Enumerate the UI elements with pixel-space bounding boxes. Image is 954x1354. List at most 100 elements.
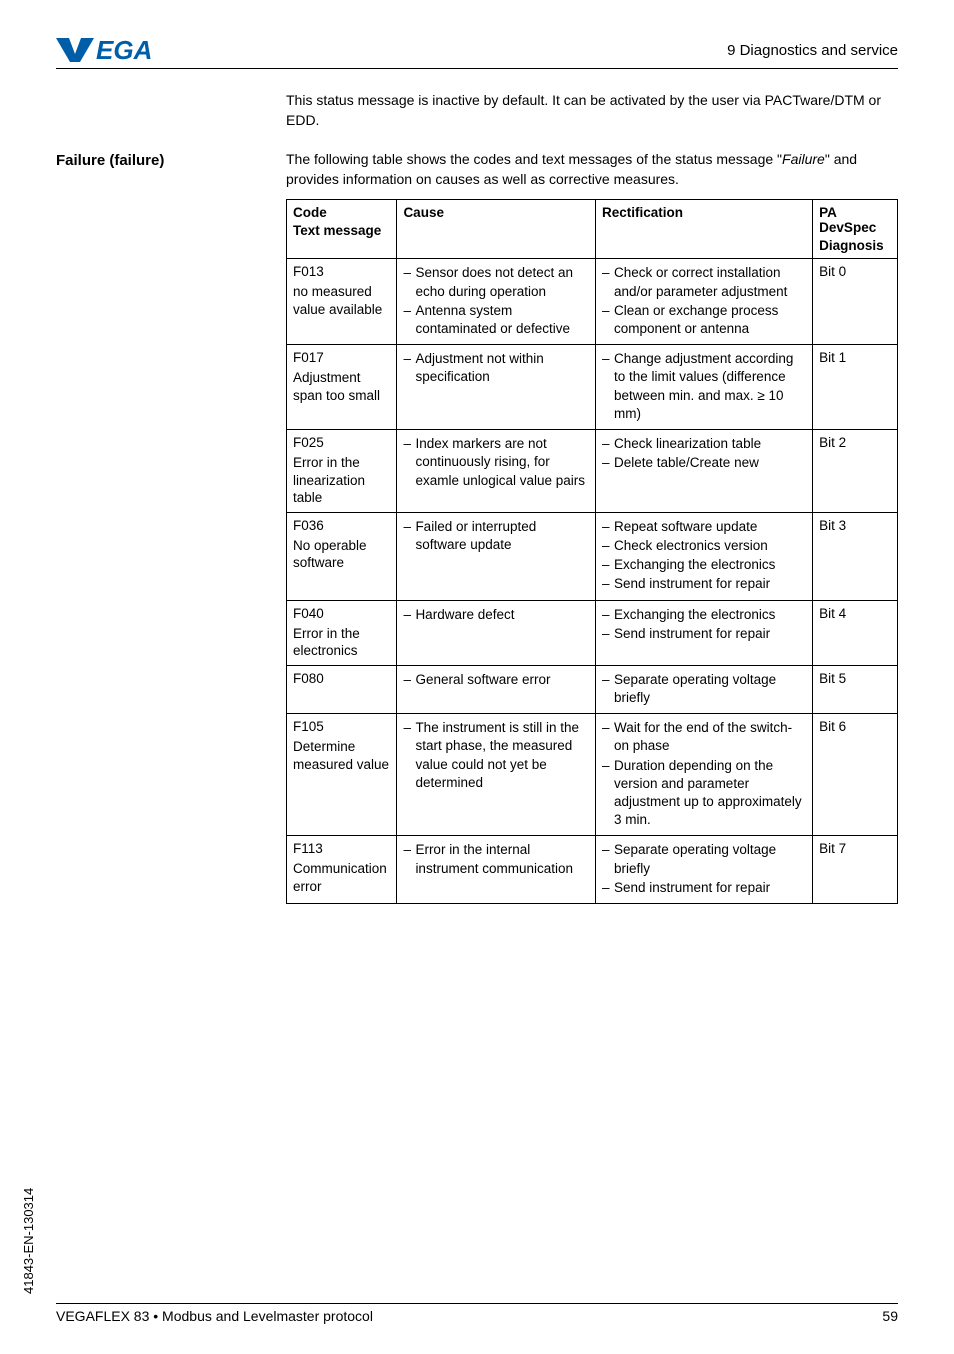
failure-text-em: Failure (782, 151, 825, 167)
table-header-row: Code Text message Cause Rectification PA… (287, 200, 898, 259)
list-item: Exchanging the electronics (602, 606, 806, 624)
table-row: F080 General software error Separate opera… (287, 665, 898, 713)
code-subtext: no measured value available (293, 283, 390, 318)
intro-paragraph: This status message is inactive by defau… (286, 91, 898, 130)
th-code-a: Code (293, 205, 327, 220)
cell-cause: Hardware defect (397, 600, 596, 665)
table-row: F025 Error in the linearization tableInde… (287, 430, 898, 513)
page-header: EGA 9 Diagnostics and service (56, 36, 898, 69)
list-item: Sensor does not detect an echo during op… (403, 264, 589, 300)
cell-cause: General software error (397, 665, 596, 713)
cell-rectification: Separate operating voltage briefly (596, 665, 813, 713)
list-item: Send instrument for repair (602, 879, 806, 897)
list-item: Wait for the end of the switch-on phase (602, 719, 806, 755)
list-item: Check electronics version (602, 537, 806, 555)
failure-paragraph: The following table shows the codes and … (286, 150, 898, 189)
list-item: Exchanging the electronics (602, 556, 806, 574)
failure-codes-table: Code Text message Cause Rectification PA… (286, 199, 898, 904)
list-item: Index markers are not continuously risin… (403, 435, 589, 490)
list-item: Change adjustment according to the limit… (602, 350, 806, 423)
cell-pa: Bit 5 (813, 665, 898, 713)
cell-pa: Bit 1 (813, 345, 898, 430)
list-item: Clean or exchange process component or a… (602, 302, 806, 338)
failure-heading: Failure (failure) (56, 150, 286, 169)
table-row: F017Adjustment span too smallAdjustment … (287, 345, 898, 430)
table-row: F040 Error in the electronics Hardware def… (287, 600, 898, 665)
cell-code: F113 Communication error (287, 836, 397, 904)
cell-code: F013 no measured value available (287, 259, 397, 345)
cell-rectification: Separate operating voltage briefly Send i… (596, 836, 813, 904)
page-footer: VEGAFLEX 83 • Modbus and Levelmaster pro… (56, 1303, 898, 1324)
list-item: Adjustment not within specification (403, 350, 589, 386)
cell-pa: Bit 4 (813, 600, 898, 665)
footer-right: 59 (882, 1308, 898, 1324)
cell-code: F036 No operable software (287, 512, 397, 600)
doc-id-vertical: 41843-EN-130314 (21, 1188, 36, 1294)
list-item: The instrument is still in the start pha… (403, 719, 589, 792)
cell-code: F040 Error in the electronics (287, 600, 397, 665)
failure-text-a: The following table shows the codes and … (286, 151, 782, 167)
cell-cause: Sensor does not detect an echo during op… (397, 259, 596, 345)
footer-left: VEGAFLEX 83 • Modbus and Levelmaster pro… (56, 1308, 373, 1324)
code-subtext: Adjustment span too small (293, 369, 390, 404)
cell-pa: Bit 7 (813, 836, 898, 904)
cell-rectification: Repeat software updateCheck electronics … (596, 512, 813, 600)
cell-rectification: Exchanging the electronicsSend instrumen… (596, 600, 813, 665)
list-item: Failed or interrupted software update (403, 518, 589, 554)
code-subtext: Determine measured value (293, 738, 390, 773)
cell-rectification: Check linearization tableDelete table/Cr… (596, 430, 813, 513)
code-subtext: No operable software (293, 537, 390, 572)
cell-cause: Error in the internal instrument communi… (397, 836, 596, 904)
cell-code: F105 Determine measured value (287, 714, 397, 836)
cell-cause: The instrument is still in the start pha… (397, 714, 596, 836)
table-row: F013 no measured value available Sensor do… (287, 259, 898, 345)
code-subtext: Communication error (293, 860, 390, 895)
list-item: General software error (403, 671, 589, 689)
th-pa: PA DevSpec Diagnosis (813, 200, 898, 259)
vega-logo: EGA (56, 36, 166, 64)
cell-cause: Adjustment not within specification (397, 345, 596, 430)
code-value: F113 (293, 841, 390, 856)
code-value: F080 (293, 671, 390, 686)
list-item: Separate operating voltage briefly (602, 671, 806, 707)
code-subtext: Error in the linearization table (293, 454, 390, 507)
table-row: F036 No operable software Failed or interr… (287, 512, 898, 600)
cell-rectification: Change adjustment according to the limit… (596, 345, 813, 430)
th-rect: Rectification (596, 200, 813, 259)
list-item: Send instrument for repair (602, 575, 806, 593)
cell-cause: Index markers are not continuously risin… (397, 430, 596, 513)
cell-rectification: Check or correct installation and/or par… (596, 259, 813, 345)
cell-pa: Bit 6 (813, 714, 898, 836)
list-item: Duration depending on the version and pa… (602, 757, 806, 830)
list-item: Error in the internal instrument communi… (403, 841, 589, 877)
svg-text:EGA: EGA (96, 36, 152, 64)
th-cause: Cause (397, 200, 596, 259)
cell-pa: Bit 0 (813, 259, 898, 345)
th-pa-a: PA DevSpec (819, 205, 876, 235)
cell-code: F025 Error in the linearization table (287, 430, 397, 513)
cell-pa: Bit 3 (813, 512, 898, 600)
list-item: Antenna system contaminated or defective (403, 302, 589, 338)
list-item: Check or correct installation and/or par… (602, 264, 806, 300)
list-item: Send instrument for repair (602, 625, 806, 643)
th-code-b: Text message (293, 223, 381, 238)
cell-pa: Bit 2 (813, 430, 898, 513)
code-value: F036 (293, 518, 390, 533)
section-title: 9 Diagnostics and service (727, 42, 898, 59)
code-value: F105 (293, 719, 390, 734)
th-pa-b: Diagnosis (819, 238, 884, 253)
list-item: Separate operating voltage briefly (602, 841, 806, 877)
code-value: F013 (293, 264, 390, 279)
table-row: F113 Communication error Error in the inte… (287, 836, 898, 904)
th-code: Code Text message (287, 200, 397, 259)
list-item: Check linearization table (602, 435, 806, 453)
cell-rectification: Wait for the end of the switch-on phaseD… (596, 714, 813, 836)
list-item: Hardware defect (403, 606, 589, 624)
code-subtext: Error in the electronics (293, 625, 390, 660)
code-value: F025 (293, 435, 390, 450)
cell-code: F080 (287, 665, 397, 713)
code-value: F040 (293, 606, 390, 621)
cell-cause: Failed or interrupted software update (397, 512, 596, 600)
table-row: F105 Determine measured value The instrume… (287, 714, 898, 836)
list-item: Delete table/Create new (602, 454, 806, 472)
